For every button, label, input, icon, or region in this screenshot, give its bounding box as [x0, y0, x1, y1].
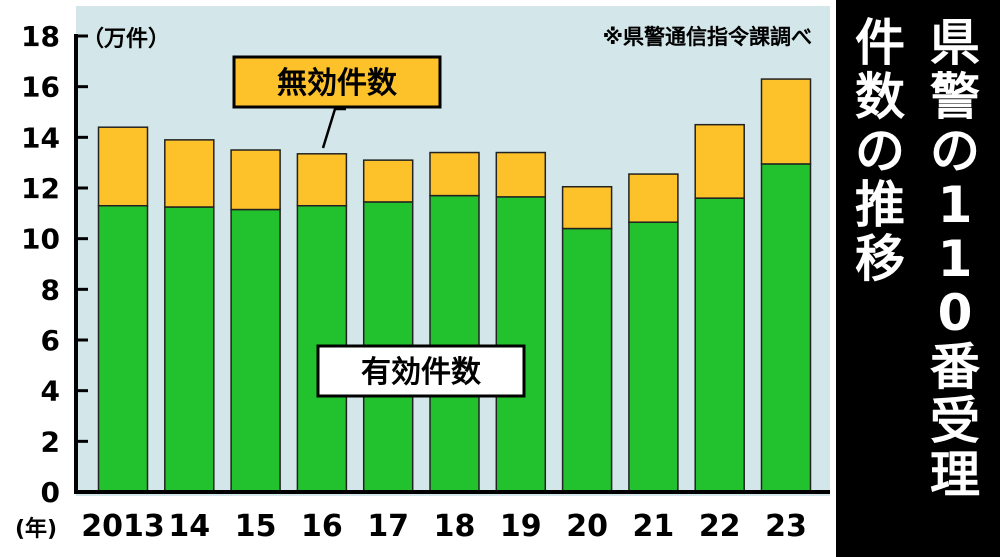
bar-invalid-2013: [97, 126, 149, 207]
bar-invalid-23: [760, 78, 812, 165]
title-char: の: [930, 122, 980, 180]
bar-invalid-21: [628, 173, 679, 223]
legend-valid-box: [316, 344, 526, 398]
bars-layer: [97, 78, 812, 493]
title-panel: [836, 0, 1000, 557]
x-unit-label: (年): [15, 516, 57, 542]
x-tick-label: 14: [168, 509, 210, 544]
x-tick-label: 23: [765, 509, 807, 544]
bar-valid-20: [561, 227, 613, 493]
y-unit-label: （万件）: [82, 27, 170, 52]
title-char: 受: [930, 392, 980, 450]
y-tick-label: 6: [41, 324, 60, 357]
title-char: 理: [930, 446, 980, 504]
y-tick-label: 4: [41, 375, 60, 408]
x-tick-label: 17: [367, 509, 409, 544]
x-tick-label: 15: [235, 509, 277, 544]
bar-valid-18: [429, 194, 480, 493]
x-tick-label: 18: [434, 509, 476, 544]
title-char: 県: [930, 14, 980, 72]
x-tick-label: 2013: [81, 509, 165, 544]
bar-valid-22: [694, 197, 745, 493]
legend-invalid: 無効件数: [232, 55, 442, 149]
x-tick-label: 19: [500, 509, 542, 544]
legend-valid: 有効件数: [316, 344, 526, 398]
source-note: ※県警通信指令課調べ: [603, 25, 812, 49]
bar-valid-23: [760, 163, 812, 493]
title-char: 0: [938, 284, 973, 342]
x-tick-label: 21: [633, 509, 675, 544]
y-tick-label: 18: [21, 20, 60, 53]
bar-valid-15: [230, 208, 281, 493]
x-tick-label: 22: [699, 509, 741, 544]
bar-valid-14: [164, 206, 215, 493]
y-tick-label: 16: [21, 71, 60, 104]
legend-invalid-box: [232, 55, 442, 109]
title-char: 1: [938, 176, 973, 234]
y-tick-label: 12: [21, 172, 60, 205]
title-char: 移: [855, 230, 905, 288]
legend-invalid-label: 無効件数: [277, 66, 398, 101]
x-tick-label: 16: [301, 509, 343, 544]
x-tick-label: 20: [566, 509, 608, 544]
bar-invalid-17: [362, 159, 414, 203]
bar-valid-2013: [97, 204, 149, 493]
bar-invalid-19: [495, 151, 547, 198]
title-char: 番: [930, 338, 980, 396]
y-tick-label: 8: [41, 273, 60, 306]
bar-invalid-22: [694, 123, 745, 199]
bar-invalid-20: [561, 185, 613, 230]
title-char: の: [855, 122, 905, 180]
title-char: 警: [930, 68, 980, 126]
bar-valid-19: [495, 196, 547, 493]
y-axis-ticks: 0 2 4 6 8 10 12 14 16 18: [21, 20, 88, 509]
legend-invalid-pointer: [321, 107, 346, 149]
title-char: 1: [938, 230, 973, 288]
bar-invalid-15: [230, 149, 281, 211]
title-char: 数: [855, 68, 905, 126]
title-char: 件: [855, 14, 905, 72]
y-tick-label: 2: [41, 425, 60, 458]
y-tick-label: 14: [21, 121, 60, 154]
bar-invalid-16: [296, 153, 348, 207]
y-tick-label: 0: [41, 476, 60, 509]
y-tick-label: 10: [21, 223, 60, 256]
bar-valid-21: [628, 221, 679, 493]
bar-invalid-14: [164, 139, 215, 208]
legend-valid-label: 有効件数: [361, 355, 482, 390]
title-char: 推: [855, 176, 905, 234]
x-axis-labels: 2013 14 15 16 17 18 19 20 21 22 23: [81, 509, 807, 544]
bar-invalid-18: [429, 151, 480, 197]
